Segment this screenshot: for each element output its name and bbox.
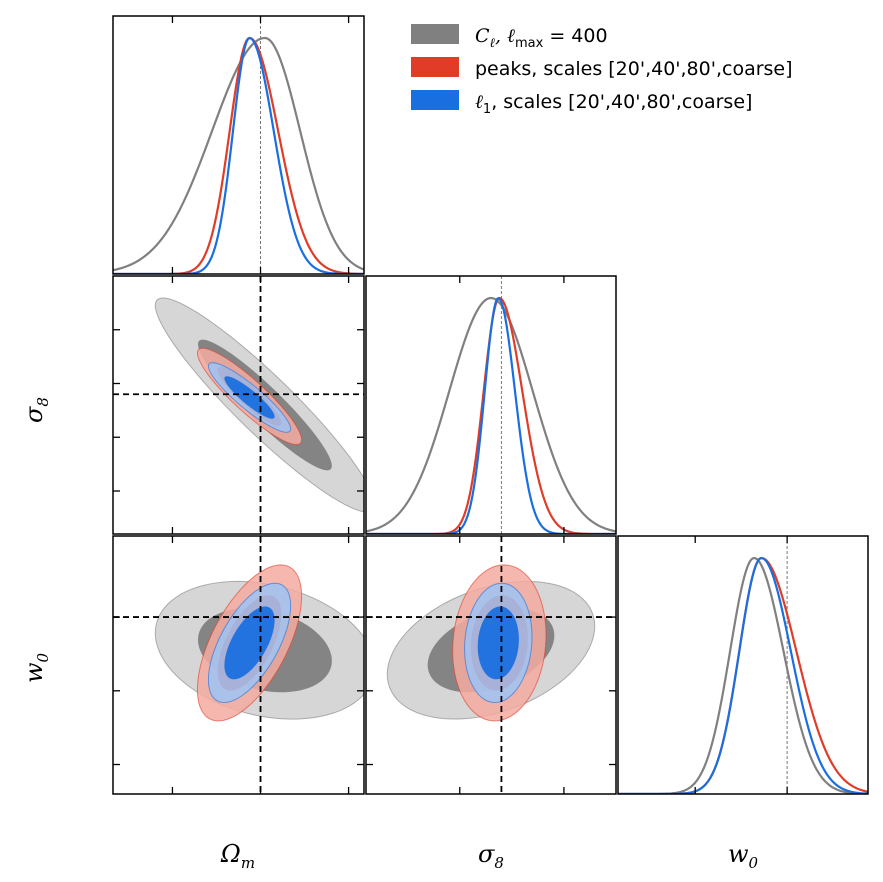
contour-panel-omega_m-sigma_8 <box>112 275 365 535</box>
legend-swatch-cl <box>411 24 459 44</box>
panel-frame <box>365 535 617 795</box>
y-axis-label-sigma-8: σ8 <box>20 397 52 423</box>
legend: Cℓ, ℓmax = 400 peaks, scales [20',40',80… <box>411 24 793 117</box>
marginal-curve-peaks-omega_m <box>113 36 364 274</box>
x-axis-label-w0: w0 <box>728 840 759 872</box>
x-axis-label-omega-m: Ωm <box>220 840 255 872</box>
contour-panel-omega_m-w0 <box>112 535 365 795</box>
marginal-curve-peaks-w0 <box>618 556 868 794</box>
marginal-panel-w0 <box>617 535 869 795</box>
legend-label-peaks: peaks, scales [20',40',80',coarse] <box>475 58 793 80</box>
contour-l1-68 <box>477 606 519 680</box>
panel-frame <box>112 275 365 535</box>
panel-frame <box>112 15 365 275</box>
marginal-curve-cl-sigma_8 <box>366 296 616 533</box>
contour-l1-68 <box>224 376 275 419</box>
legend-swatch-peaks <box>411 57 459 77</box>
contour-panel-sigma_8-w0 <box>365 535 617 795</box>
legend-swatch-l1 <box>411 90 459 110</box>
x-axis-label-sigma-8: σ8 <box>478 840 504 872</box>
panel-frame <box>112 535 365 795</box>
marginal-curve-l1-omega_m <box>113 36 364 274</box>
y-axis-label-w0: w0 <box>20 653 52 684</box>
panels: Ωm σ8 w0 σ8 w0 <box>20 15 869 872</box>
legend-label-l1: ℓ1, scales [20',40',80',coarse] <box>475 91 752 117</box>
panel-frame <box>365 275 617 535</box>
legend-label-cl: Cℓ, ℓmax = 400 <box>475 25 608 51</box>
marginal-curve-cl-omega_m <box>113 36 364 272</box>
contour-l1-68 <box>224 606 275 680</box>
marginal-curve-l1-sigma_8 <box>366 296 616 534</box>
marginal-panel-omega_m <box>112 15 365 275</box>
marginal-panel-sigma_8 <box>365 275 617 535</box>
panel-frame <box>617 535 869 795</box>
